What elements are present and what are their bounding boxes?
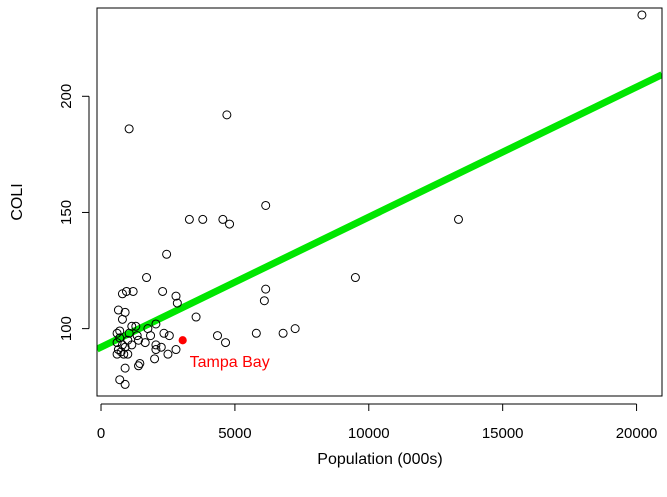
data-point xyxy=(142,273,152,283)
data-point xyxy=(221,338,231,348)
data-point xyxy=(222,110,232,120)
data-point xyxy=(132,331,142,341)
data-point xyxy=(198,214,208,224)
data-point xyxy=(159,328,169,338)
data-point xyxy=(150,354,160,364)
data-point xyxy=(171,291,181,301)
data-point xyxy=(637,10,647,20)
y-tick-label: 200 xyxy=(58,84,75,109)
y-axis: 100 150 200 xyxy=(58,84,90,341)
data-point xyxy=(120,363,130,373)
data-point xyxy=(112,338,122,348)
data-point xyxy=(259,296,269,306)
x-tick-label: 20000 xyxy=(616,425,658,442)
data-point xyxy=(184,214,194,224)
data-point xyxy=(120,379,130,389)
data-point xyxy=(164,331,174,341)
data-point xyxy=(171,345,181,355)
fit-line-layer xyxy=(97,71,662,353)
data-point xyxy=(117,314,127,324)
data-point xyxy=(146,331,156,341)
data-point xyxy=(158,286,168,296)
x-axis-label: Population (000s) xyxy=(317,451,442,468)
y-axis-label: COLI xyxy=(9,183,26,220)
data-point xyxy=(121,286,131,296)
data-point xyxy=(134,335,144,345)
data-point xyxy=(151,345,161,355)
data-point xyxy=(140,338,150,348)
data-point xyxy=(290,324,300,334)
tampa-bay-label: Tampa Bay xyxy=(190,354,270,371)
data-point xyxy=(251,328,261,338)
data-point xyxy=(123,349,133,359)
data-point xyxy=(278,328,288,338)
data-point xyxy=(172,298,182,308)
data-point xyxy=(261,200,271,210)
x-tick-label: 0 xyxy=(97,425,105,442)
data-point xyxy=(151,319,161,329)
data-point xyxy=(112,328,122,338)
x-tick-label: 5000 xyxy=(218,425,251,442)
highlighted-point xyxy=(178,336,187,345)
data-point xyxy=(191,312,201,322)
data-point xyxy=(350,273,360,283)
data-point xyxy=(113,305,123,315)
data-point xyxy=(225,219,235,229)
data-point xyxy=(162,249,172,259)
data-point xyxy=(212,331,222,341)
data-point xyxy=(453,214,463,224)
regression-line xyxy=(97,71,662,353)
data-point xyxy=(128,286,138,296)
y-tick-label: 100 xyxy=(58,316,75,341)
x-tick-label: 15000 xyxy=(482,425,524,442)
data-point xyxy=(131,321,141,331)
data-point xyxy=(113,345,123,355)
data-point xyxy=(116,347,126,357)
data-point xyxy=(135,358,145,368)
data-point xyxy=(218,214,228,224)
points-layer xyxy=(112,10,647,389)
data-point xyxy=(156,342,166,352)
y-tick-label: 150 xyxy=(58,200,75,225)
annotations-layer: Tampa Bay xyxy=(190,354,270,371)
x-tick-label: 10000 xyxy=(348,425,390,442)
data-point xyxy=(163,349,173,359)
data-point xyxy=(134,361,144,371)
data-point xyxy=(124,328,134,338)
data-point xyxy=(261,284,271,294)
x-axis: 0 5000 10000 15000 20000 xyxy=(97,403,658,442)
data-point xyxy=(115,375,125,385)
data-point xyxy=(115,326,125,336)
data-point xyxy=(119,349,129,359)
data-point xyxy=(127,340,137,350)
data-point xyxy=(124,124,134,134)
data-point xyxy=(151,340,161,350)
plot-area-frame xyxy=(96,7,663,397)
